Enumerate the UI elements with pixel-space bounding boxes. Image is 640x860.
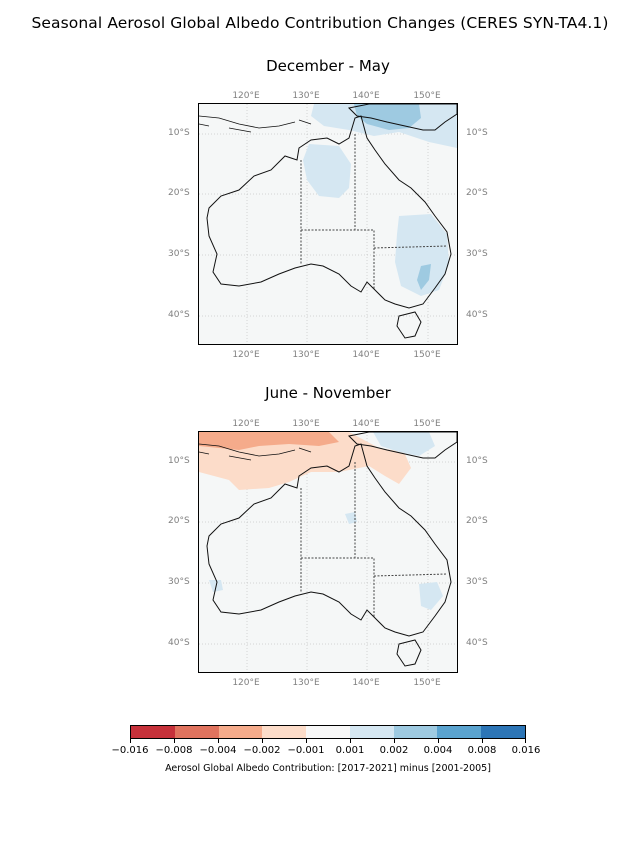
- colorbar-segment: [262, 726, 307, 738]
- anomaly-shading: [199, 432, 443, 610]
- colorbar-segment: [174, 726, 219, 738]
- right-lat-tick-label: 10°S: [466, 456, 488, 466]
- bottom-lon-tick-label: 130°E: [292, 678, 320, 688]
- colorbar-tick: [306, 739, 307, 743]
- colorbar-segment: [131, 726, 175, 738]
- colorbar-segment: [437, 726, 482, 738]
- colorbar-tick-label: −0.016: [111, 745, 149, 756]
- colorbar-tick: [130, 739, 131, 743]
- top-lon-tick-label: 140°E: [352, 91, 380, 101]
- colorbar-tick-label: −0.004: [199, 745, 237, 756]
- colorbar-tick: [525, 739, 526, 743]
- colorbar-tick-label: −0.001: [287, 745, 325, 756]
- left-lat-tick-label: 40°S: [168, 638, 190, 648]
- colorbar-segment: [393, 726, 438, 738]
- colorbar-tick: [218, 739, 219, 743]
- top-lon-tick-label: 130°E: [292, 419, 320, 429]
- left-lat-tick-label: 30°S: [168, 249, 190, 259]
- tasmania: [396, 311, 422, 339]
- colorbar-tick: [438, 739, 439, 743]
- top-lon-tick-label: 150°E: [413, 419, 441, 429]
- left-lat-tick-label: 30°S: [168, 577, 190, 587]
- colorbar-label: Aerosol Global Albedo Contribution: [201…: [165, 763, 491, 774]
- coastline: [206, 443, 452, 637]
- bottom-lon-tick-label: 120°E: [232, 678, 260, 688]
- panel-title-dec-may: December - May: [266, 57, 390, 75]
- top-lon-tick-label: 130°E: [292, 91, 320, 101]
- new-guinea: [347, 104, 457, 131]
- left-lat-tick-label: 10°S: [168, 456, 190, 466]
- panel-title-jun-nov: June - November: [265, 384, 391, 402]
- right-lat-tick-label: 30°S: [466, 249, 488, 259]
- right-lat-tick-label: 10°S: [466, 128, 488, 138]
- colorbar-tick: [174, 739, 175, 743]
- colorbar-tick: [262, 739, 263, 743]
- coastline: [206, 115, 452, 309]
- left-lat-tick-label: 10°S: [168, 128, 190, 138]
- top-lon-tick-label: 150°E: [413, 91, 441, 101]
- bottom-lon-tick-label: 150°E: [413, 678, 441, 688]
- left-lat-tick-label: 20°S: [168, 516, 190, 526]
- islands: [199, 115, 312, 133]
- new-guinea: [347, 432, 457, 459]
- colorbar-tick-label: −0.008: [155, 745, 193, 756]
- map-panel-dec-may: [198, 103, 458, 345]
- bottom-lon-tick-label: 130°E: [292, 350, 320, 360]
- map-panel-jun-nov: [198, 431, 458, 673]
- right-lat-tick-label: 20°S: [466, 516, 488, 526]
- bottom-lon-tick-label: 150°E: [413, 350, 441, 360]
- top-lon-tick-label: 140°E: [352, 419, 380, 429]
- figure-title: Seasonal Aerosol Global Albedo Contribut…: [31, 14, 609, 32]
- bottom-lon-tick-label: 120°E: [232, 350, 260, 360]
- colorbar-tick-label: 0.001: [335, 745, 365, 756]
- colorbar-segment: [349, 726, 394, 738]
- tasmania: [396, 639, 422, 667]
- colorbar-tick-label: 0.002: [379, 745, 409, 756]
- left-lat-tick-label: 40°S: [168, 310, 190, 320]
- colorbar-tick-label: 0.016: [511, 745, 541, 756]
- colorbar: [130, 725, 526, 739]
- colorbar-tick: [482, 739, 483, 743]
- bottom-lon-tick-label: 140°E: [352, 678, 380, 688]
- right-lat-tick-label: 30°S: [466, 577, 488, 587]
- right-lat-tick-label: 20°S: [466, 188, 488, 198]
- right-lat-tick-label: 40°S: [466, 638, 488, 648]
- colorbar-segment: [481, 726, 526, 738]
- colorbar-segment: [306, 726, 350, 738]
- top-lon-tick-label: 120°E: [232, 419, 260, 429]
- colorbar-tick-label: −0.002: [243, 745, 281, 756]
- islands: [199, 443, 312, 461]
- left-lat-tick-label: 20°S: [168, 188, 190, 198]
- colorbar-segment: [218, 726, 263, 738]
- bottom-lon-tick-label: 140°E: [352, 350, 380, 360]
- top-lon-tick-label: 120°E: [232, 91, 260, 101]
- colorbar-tick: [350, 739, 351, 743]
- colorbar-tick-label: 0.008: [467, 745, 497, 756]
- anomaly-shading: [303, 104, 457, 296]
- right-lat-tick-label: 40°S: [466, 310, 488, 320]
- colorbar-tick-label: 0.004: [423, 745, 453, 756]
- colorbar-tick: [394, 739, 395, 743]
